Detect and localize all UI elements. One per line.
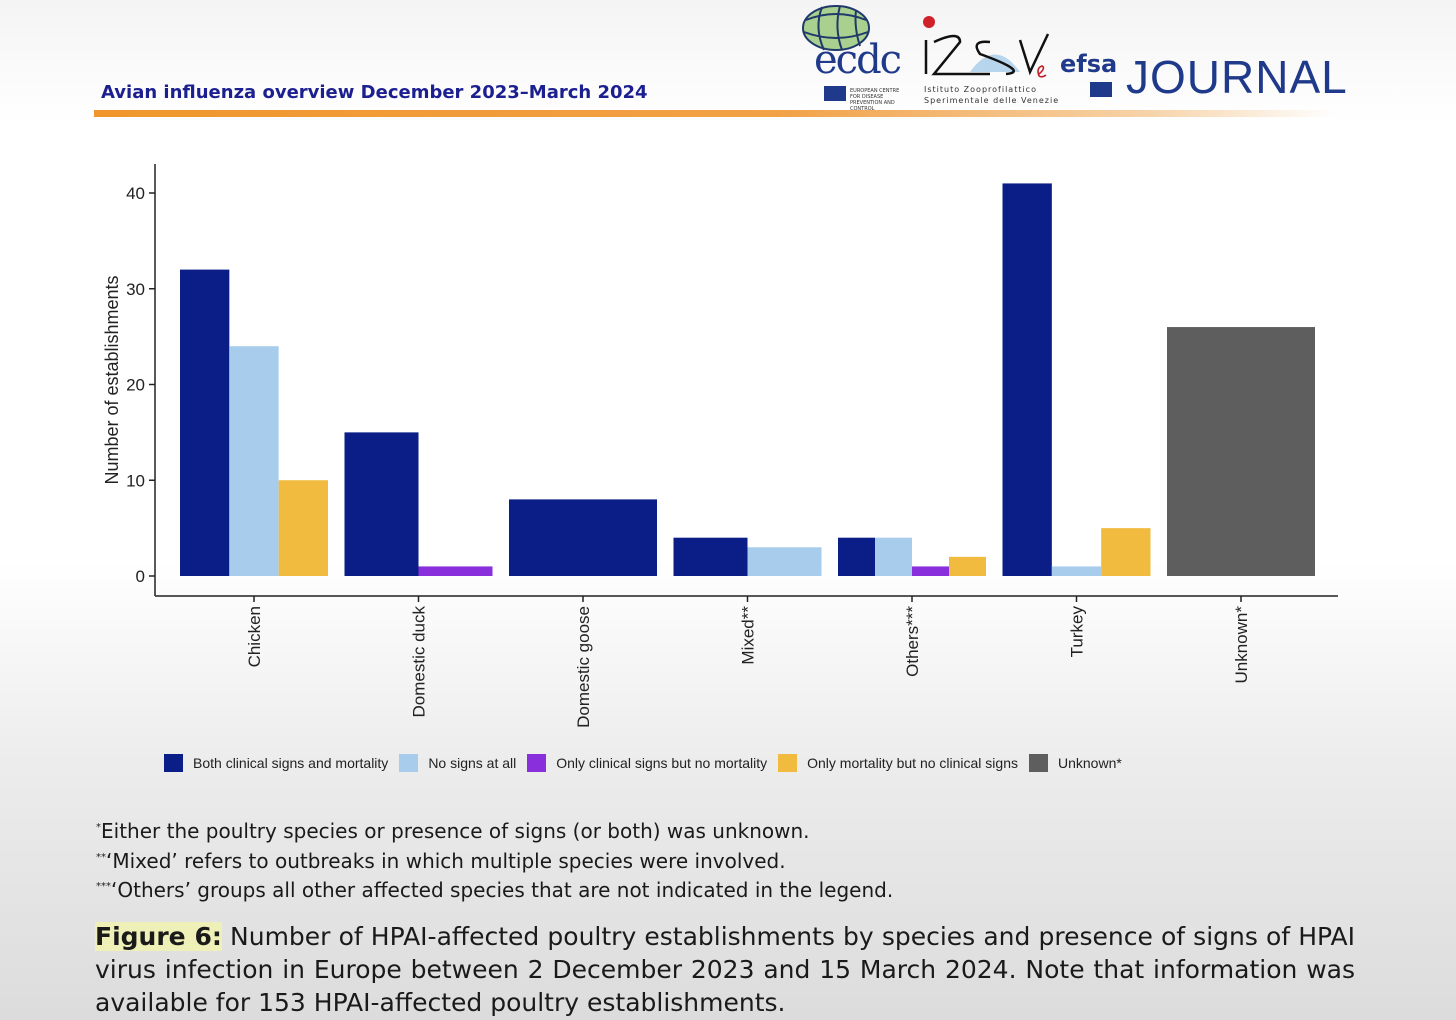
ecdc-subtitle: EUROPEAN CENTRE FOR DISEASE PREVENTION A… <box>850 88 900 112</box>
figure-label: Figure 6: <box>95 922 222 951</box>
bar-domestic-duck <box>418 566 493 576</box>
legend-swatch <box>527 754 547 772</box>
footnote: ***‘Others’ groups all other affected sp… <box>96 878 894 902</box>
legend-swatch <box>1029 754 1048 772</box>
bar-domestic-duck <box>344 432 419 576</box>
legend-label: Both clinical signs and mortality <box>193 755 389 771</box>
bar-chart: 0 10 20 30 40 Chicken Domestic duck Domestic g… <box>102 164 1338 728</box>
bar-turkey <box>1101 528 1151 576</box>
legend-label: Only mortality but no clinical signs <box>807 755 1018 771</box>
bar-chicken <box>180 269 230 576</box>
x-tick-label: Domestic goose <box>574 606 593 728</box>
footnote: **‘Mixed’ refers to outbreaks in which m… <box>96 848 786 873</box>
legend-swatch <box>164 754 183 772</box>
x-tick-label: Chicken <box>245 606 264 667</box>
bar-domestic-goose <box>509 499 657 576</box>
globe-icon <box>802 5 870 51</box>
izsve-line2: Sperimentale delle Venezie <box>924 96 1060 105</box>
y-tick-label: 10 <box>126 471 145 490</box>
bar-others <box>949 556 986 576</box>
document-header-title: Avian influenza overview December 2023–M… <box>101 82 648 103</box>
bar-others <box>912 566 949 576</box>
bar-others <box>838 537 875 576</box>
eu-flag-icon <box>824 86 846 101</box>
bar-turkey <box>1051 566 1102 576</box>
figure-caption: Figure 6: Number of HPAI-affected poultr… <box>95 920 1355 1019</box>
y-tick-label: 20 <box>126 376 145 395</box>
y-axis-label: Number of establishments <box>102 275 122 484</box>
legend-label: Unknown* <box>1058 755 1122 771</box>
y-tick-label: 30 <box>126 280 145 299</box>
izsve-line1: Istituto Zooprofilattico <box>924 85 1037 94</box>
header-divider <box>94 110 1334 117</box>
eu-flag-icon <box>1090 82 1112 97</box>
x-ticks: Chicken Domestic duck Domestic goose Mixed*… <box>245 596 1251 728</box>
journal-wordmark: JOURNAL <box>1126 51 1348 103</box>
x-tick-label: Turkey <box>1068 606 1087 658</box>
legend-item: Both clinical signs and mortality <box>164 754 388 772</box>
bars-layer <box>180 183 1315 577</box>
izsve-mark-icon <box>923 16 1050 78</box>
ecdc-wordmark: ecdc <box>814 37 902 83</box>
bar-turkey <box>1002 183 1052 577</box>
bar-mixed <box>673 537 748 576</box>
y-tick-label: 0 <box>136 567 145 586</box>
legend-item: Unknown* <box>1029 754 1122 772</box>
legend-swatch <box>399 754 419 772</box>
bar-chicken <box>278 480 328 576</box>
footnotes: *Either the poultry species or presence … <box>96 815 893 904</box>
x-tick-label: Mixed** <box>739 606 758 665</box>
bar-chicken <box>229 346 279 576</box>
x-tick-label: Unknown* <box>1232 606 1251 684</box>
x-tick-label: Domestic duck <box>410 606 429 718</box>
efsa-wordmark: efsa <box>1060 50 1118 78</box>
legend-item: Only clinical signs but no mortality <box>527 754 767 772</box>
legend-swatch <box>778 754 798 772</box>
y-ticks: 0 10 20 30 40 <box>126 184 155 586</box>
bar-others <box>875 537 912 576</box>
legend-item: No signs at all <box>399 754 516 772</box>
ecdc-logo: ecdc EUROPEAN CENTRE FOR DISEASE PREVENT… <box>800 4 912 112</box>
legend-item: Only mortality but no clinical signs <box>778 754 1018 772</box>
bar-unknown <box>1167 327 1315 576</box>
legend-label: Only clinical signs but no mortality <box>556 755 768 771</box>
footnote: *Either the poultry species or presence … <box>96 819 810 843</box>
caption-text: Number of HPAI-affected poultry establis… <box>95 922 1355 1017</box>
chart-legend: Both clinical signs and mortality No sign… <box>164 754 1133 772</box>
efsa-journal-logo: efsa JOURNAL <box>1060 30 1347 105</box>
izsve-logo: Istituto Zooprofilattico Sperimentale de… <box>920 12 1058 107</box>
y-tick-label: 40 <box>126 184 145 203</box>
legend-label: No signs at all <box>428 755 517 771</box>
x-tick-label: Others*** <box>903 606 922 677</box>
bar-mixed <box>747 547 822 576</box>
